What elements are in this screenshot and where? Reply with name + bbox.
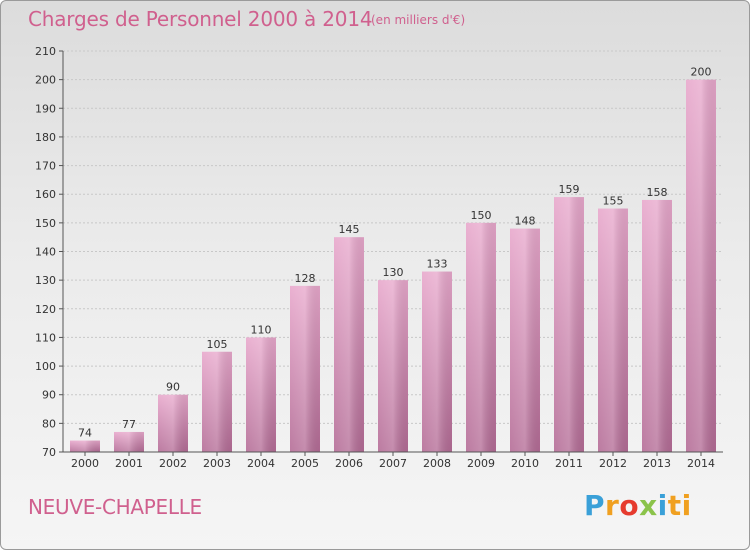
bar-shine [114,431,144,452]
x-tick-label: 2012 [599,457,627,470]
bar-shine [422,271,452,452]
x-tick-label: 2004 [247,457,275,470]
x-tick-label: 2007 [379,457,407,470]
y-tick-label: 180 [35,131,56,144]
data-label: 155 [603,195,624,208]
y-tick-label: 200 [35,74,56,87]
bar-shine [510,228,540,452]
data-label: 90 [166,381,180,394]
bar-shine [290,285,320,452]
y-tick-label: 70 [42,446,56,459]
y-tick-label: 210 [35,45,56,58]
data-label: 110 [251,323,272,336]
x-tick-label: 2014 [687,457,715,470]
bar-shine [466,222,496,452]
bar-shine [334,237,364,452]
y-tick-label: 160 [35,188,56,201]
y-tick-label: 120 [35,303,56,316]
y-tick-label: 150 [35,217,56,230]
data-label: 148 [515,215,536,228]
bar-shine [246,337,276,452]
x-tick-label: 2002 [159,457,187,470]
data-label: 158 [647,186,668,199]
data-label: 105 [207,338,228,351]
y-tick-label: 130 [35,274,56,287]
x-tick-label: 2008 [423,457,451,470]
x-tick-label: 2011 [555,457,583,470]
bar-shine [202,351,232,452]
bar-shine [378,280,408,452]
data-label: 77 [122,418,136,431]
proxiti-logo[interactable]: Proxiti [584,489,692,522]
y-tick-label: 170 [35,160,56,173]
data-label: 200 [691,66,712,79]
x-tick-label: 2005 [291,457,319,470]
chart-title: Charges de Personnel 2000 à 2014 [28,7,373,31]
bar-shine [70,440,100,452]
x-tick-label: 2000 [71,457,99,470]
chart-subtitle: (en milliers d'€) [371,13,466,27]
y-tick-label: 110 [35,331,56,344]
y-tick-label: 80 [42,417,56,430]
bar-shine [158,394,188,452]
x-tick-label: 2009 [467,457,495,470]
data-label: 133 [427,258,448,271]
data-label: 128 [295,272,316,285]
bar-shine [686,79,716,453]
bar-shine [598,208,628,452]
data-label: 150 [471,209,492,222]
y-tick-label: 100 [35,360,56,373]
x-tick-label: 2003 [203,457,231,470]
x-tick-label: 2006 [335,457,363,470]
commune-name: NEUVE-CHAPELLE [28,495,202,519]
bar-shine [642,199,672,452]
bar-shine [554,197,584,452]
data-label: 145 [339,223,360,236]
y-tick-label: 140 [35,246,56,259]
x-tick-label: 2013 [643,457,671,470]
x-tick-label: 2010 [511,457,539,470]
data-label: 130 [383,266,404,279]
data-label: 159 [559,183,580,196]
x-tick-label: 2001 [115,457,143,470]
y-tick-label: 190 [35,102,56,115]
y-tick-label: 90 [42,389,56,402]
data-label: 74 [78,427,92,440]
